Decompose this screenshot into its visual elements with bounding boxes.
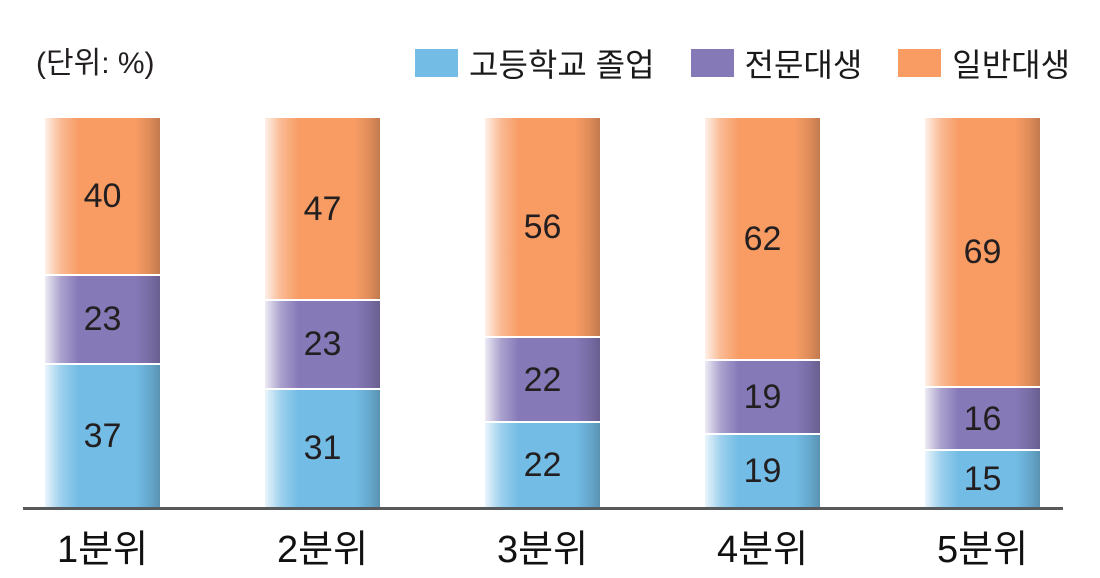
segment-value-label: 22 <box>523 446 562 485</box>
segment-value-label: 31 <box>303 429 342 468</box>
segment-value-label: 56 <box>523 207 562 246</box>
bar-segment: 69 <box>925 118 1040 387</box>
category-label: 4분위 <box>716 529 809 571</box>
bar-column: 62 19 19 <box>705 118 820 507</box>
segment-value-label: 23 <box>83 300 122 339</box>
bar-segment: 22 <box>485 421 600 507</box>
bar-segment: 16 <box>925 386 1040 449</box>
legend-item: 일반대생 <box>898 40 1070 86</box>
category-label: 3분위 <box>496 529 589 571</box>
segment-value-label: 23 <box>303 325 342 364</box>
segment-value-label: 16 <box>963 399 1002 438</box>
legend-item: 고등학교 졸업 <box>415 40 655 86</box>
category-label: 5분위 <box>936 529 1029 571</box>
bar-segment: 19 <box>705 359 820 434</box>
segment-value-label: 62 <box>743 219 782 258</box>
bar-segment: 40 <box>45 118 160 274</box>
segment-value-label: 19 <box>743 452 782 491</box>
bar-segment: 31 <box>265 387 380 507</box>
segment-value-label: 40 <box>83 176 122 215</box>
segment-value-label: 69 <box>963 233 1002 272</box>
legend-label: 일반대생 <box>952 47 1071 83</box>
bar-segment: 47 <box>265 118 380 300</box>
bar-segment: 23 <box>45 273 160 364</box>
segment-value-label: 22 <box>523 360 562 399</box>
category-label: 2분위 <box>276 529 369 571</box>
legend-label: 고등학교 졸업 <box>469 47 655 83</box>
bar-segment: 22 <box>485 335 600 422</box>
bar-column: 40 23 37 <box>45 118 160 507</box>
bar-column: 56 22 22 <box>485 118 600 507</box>
x-axis-line <box>23 507 1063 510</box>
legend-item: 전문대생 <box>690 40 863 86</box>
bar-segment: 19 <box>705 433 820 507</box>
bar-segment: 23 <box>265 299 380 388</box>
legend: 고등학교 졸업 전문대생 일반대생 <box>415 40 1070 86</box>
legend-swatch-icon <box>898 49 942 77</box>
bar-segment: 37 <box>45 363 160 507</box>
legend-swatch-icon <box>415 49 458 77</box>
legend-label: 전문대생 <box>744 47 863 83</box>
segment-value-label: 19 <box>743 378 782 417</box>
bar-column: 47 23 31 <box>265 118 380 507</box>
segment-value-label: 47 <box>303 189 342 228</box>
bar-segment: 62 <box>705 118 820 360</box>
legend-swatch-icon <box>690 49 734 77</box>
bar-segment: 15 <box>925 448 1040 507</box>
unit-label: (단위: %) <box>36 47 155 80</box>
segment-value-label: 37 <box>83 417 122 456</box>
segment-value-label: 15 <box>963 459 1002 498</box>
category-label: 1분위 <box>56 529 149 571</box>
bar-segment: 56 <box>485 118 600 336</box>
bar-column: 69 16 15 <box>925 118 1040 507</box>
